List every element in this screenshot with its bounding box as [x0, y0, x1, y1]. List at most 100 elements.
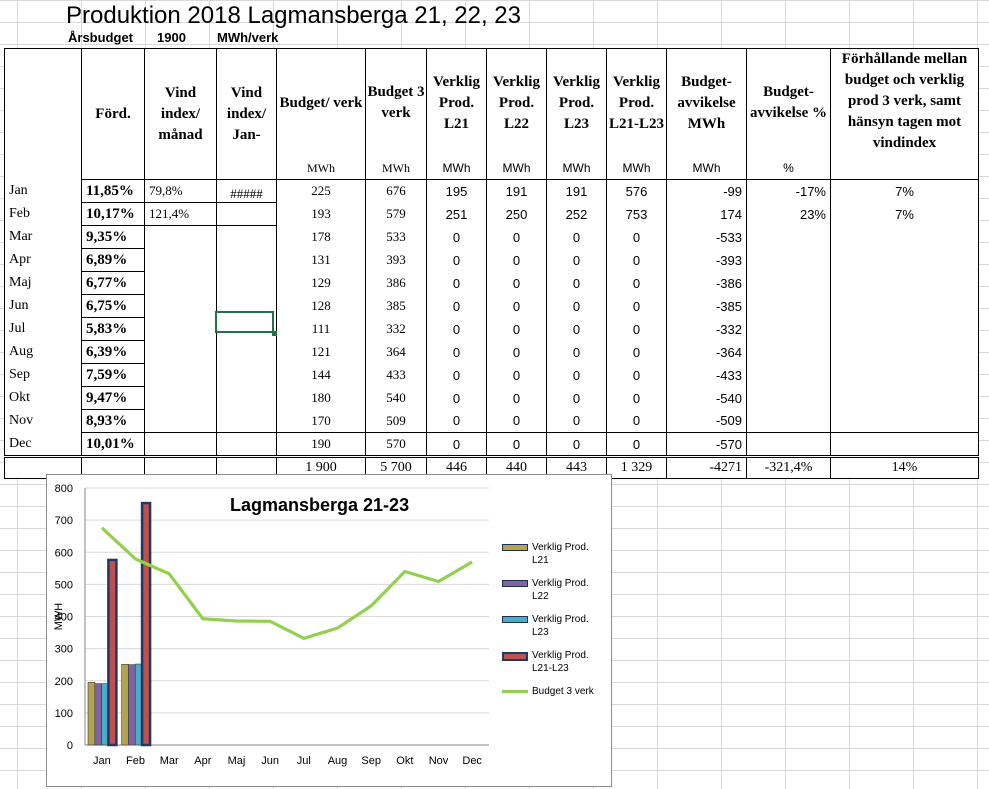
- cell-budget-3[interactable]: 332: [365, 317, 427, 341]
- cell-lsum[interactable]: 0: [606, 363, 667, 387]
- cell-l21[interactable]: 0: [426, 432, 487, 457]
- arsbudget-value[interactable]: 1900: [157, 30, 186, 45]
- cell-budget-3[interactable]: 676: [365, 179, 427, 203]
- cell-ford[interactable]: 11,85%: [81, 179, 145, 203]
- cell-l23[interactable]: 0: [546, 432, 607, 457]
- cell-budget-3[interactable]: 533: [365, 225, 427, 249]
- cell-lsum[interactable]: 0: [606, 317, 667, 341]
- cell-lsum[interactable]: 0: [606, 271, 667, 295]
- total-avv-pct[interactable]: -321,4%: [746, 455, 831, 479]
- cell-budget-verk[interactable]: 180: [276, 386, 366, 410]
- cell-vind[interactable]: [144, 294, 217, 318]
- total-lsum[interactable]: 1 329: [606, 455, 667, 479]
- cell-avv-pct[interactable]: [746, 340, 831, 364]
- cell-l21[interactable]: 251: [426, 202, 487, 226]
- cell-l22[interactable]: 0: [486, 271, 547, 295]
- cell-l23[interactable]: 0: [546, 409, 607, 433]
- cell-budget-verk[interactable]: 193: [276, 202, 366, 226]
- header-ford[interactable]: Förd.: [81, 48, 145, 180]
- cell-ford[interactable]: 6,77%: [81, 271, 145, 295]
- cell-month[interactable]: Apr: [4, 248, 82, 272]
- selected-cell[interactable]: [215, 311, 274, 333]
- cell-forhallande[interactable]: [830, 317, 979, 341]
- unit-avv-pct[interactable]: %: [746, 157, 831, 180]
- cell-vind-jan[interactable]: #####: [216, 179, 277, 203]
- cell-avv-pct[interactable]: 23%: [746, 202, 831, 226]
- cell-ford[interactable]: 10,17%: [81, 202, 145, 226]
- cell-l22[interactable]: 0: [486, 432, 547, 457]
- cell-budget-3[interactable]: 509: [365, 409, 427, 433]
- cell-budget-3[interactable]: 393: [365, 248, 427, 272]
- cell-l22[interactable]: 0: [486, 340, 547, 364]
- cell-avv-pct[interactable]: [746, 317, 831, 341]
- cell-l21[interactable]: 0: [426, 386, 487, 410]
- cell-ford[interactable]: 5,83%: [81, 317, 145, 341]
- cell-vind-jan[interactable]: [216, 225, 277, 249]
- cell-l23[interactable]: 0: [546, 248, 607, 272]
- cell-avv-pct[interactable]: [746, 432, 831, 457]
- cell-avv-mwh[interactable]: -393: [666, 248, 747, 272]
- cell-avv-pct[interactable]: [746, 294, 831, 318]
- unit-l21[interactable]: MWh: [426, 157, 487, 180]
- cell-vind-jan[interactable]: [216, 202, 277, 226]
- cell-ford[interactable]: 9,35%: [81, 225, 145, 249]
- cell-l22[interactable]: 0: [486, 363, 547, 387]
- cell-budget-verk[interactable]: 144: [276, 363, 366, 387]
- cell-avv-pct[interactable]: [746, 363, 831, 387]
- header-budget-3[interactable]: Budget 3 verk: [365, 48, 427, 157]
- cell-l21[interactable]: 0: [426, 340, 487, 364]
- header-vind-jan[interactable]: Vind index/ Jan-: [216, 48, 277, 180]
- cell-l21[interactable]: 0: [426, 363, 487, 387]
- cell-forhallande[interactable]: [830, 340, 979, 364]
- total-forhallande[interactable]: 14%: [830, 455, 979, 479]
- cell-l23[interactable]: 0: [546, 317, 607, 341]
- cell-ford[interactable]: 6,75%: [81, 294, 145, 318]
- cell-avv-mwh[interactable]: -386: [666, 271, 747, 295]
- cell-budget-verk[interactable]: 129: [276, 271, 366, 295]
- cell-month[interactable]: Dec: [4, 432, 82, 457]
- cell-ford[interactable]: 6,39%: [81, 340, 145, 364]
- cell-vind[interactable]: [144, 409, 217, 433]
- cell-l23[interactable]: 0: [546, 271, 607, 295]
- cell-vind[interactable]: [144, 271, 217, 295]
- cell-vind[interactable]: 121,4%: [144, 202, 217, 226]
- cell-budget-verk[interactable]: 225: [276, 179, 366, 203]
- cell-budget-3[interactable]: 570: [365, 432, 427, 457]
- cell-l22[interactable]: 0: [486, 386, 547, 410]
- cell-l22[interactable]: 0: [486, 317, 547, 341]
- cell-l22[interactable]: 0: [486, 225, 547, 249]
- cell-l23[interactable]: 0: [546, 225, 607, 249]
- cell-forhallande[interactable]: [830, 294, 979, 318]
- cell-month[interactable]: Nov: [4, 409, 82, 433]
- header-avv-mwh[interactable]: Budget-avvikelse MWh: [666, 48, 747, 157]
- cell-budget-verk[interactable]: 170: [276, 409, 366, 433]
- cell-month[interactable]: Okt: [4, 386, 82, 410]
- cell-vind[interactable]: 79,8%: [144, 179, 217, 203]
- cell-budget-3[interactable]: 433: [365, 363, 427, 387]
- cell-forhallande[interactable]: [830, 386, 979, 410]
- cell-avv-pct[interactable]: [746, 409, 831, 433]
- cell-l21[interactable]: 0: [426, 409, 487, 433]
- cell-l23[interactable]: 0: [546, 363, 607, 387]
- cell-ford[interactable]: 9,47%: [81, 386, 145, 410]
- cell-vind[interactable]: [144, 363, 217, 387]
- cell-l21[interactable]: 0: [426, 271, 487, 295]
- cell-lsum[interactable]: 0: [606, 340, 667, 364]
- cell-vind[interactable]: [144, 225, 217, 249]
- cell-l23[interactable]: 0: [546, 386, 607, 410]
- header-avv-pct[interactable]: Budget-avvikelse %: [746, 48, 831, 157]
- cell-avv-mwh[interactable]: -509: [666, 409, 747, 433]
- total-avv-mwh[interactable]: -4271: [666, 455, 747, 479]
- cell-lsum[interactable]: 0: [606, 409, 667, 433]
- unit-l22[interactable]: MWh: [486, 157, 547, 180]
- cell-l22[interactable]: 191: [486, 179, 547, 203]
- cell-lsum[interactable]: 0: [606, 225, 667, 249]
- cell-lsum[interactable]: 753: [606, 202, 667, 226]
- cell-lsum[interactable]: 0: [606, 432, 667, 457]
- cell-budget-3[interactable]: 385: [365, 294, 427, 318]
- cell-month[interactable]: Maj: [4, 271, 82, 295]
- cell-lsum[interactable]: 0: [606, 386, 667, 410]
- cell-ford[interactable]: 7,59%: [81, 363, 145, 387]
- cell-l23[interactable]: 191: [546, 179, 607, 203]
- cell-avv-pct[interactable]: [746, 386, 831, 410]
